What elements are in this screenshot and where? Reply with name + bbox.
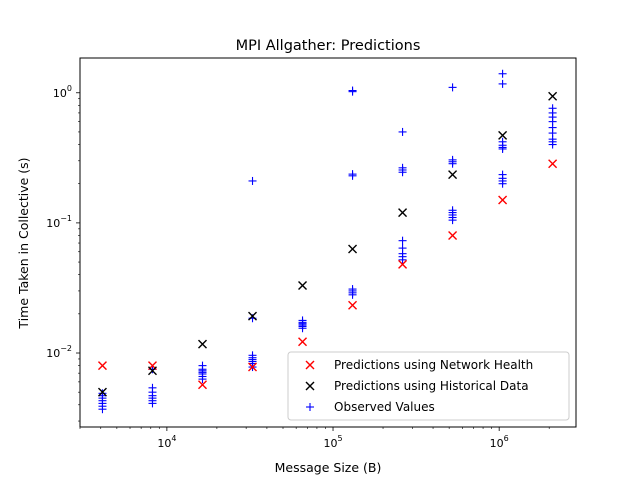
data-point [498,79,507,88]
marker-stroke [548,159,558,169]
data-point [198,361,207,370]
data-point [298,316,307,325]
data-point [348,285,357,294]
data-point [548,104,557,113]
series-1 [97,91,558,397]
data-marks [97,69,558,414]
marker-stroke [548,91,558,101]
x-tick-label: 104 [157,434,176,450]
data-point [348,86,357,95]
marker-stroke [448,170,458,180]
data-point [348,300,358,310]
x-axis-label: Message Size (B) [275,460,382,475]
marker-stroke [248,362,258,372]
legend-box [287,351,570,421]
marker-stroke [498,195,508,205]
legend-label-0: Predictions using Network Health [334,358,533,372]
x-tick-label-base: 10 [490,437,504,450]
data-point [498,170,507,179]
data-point [548,91,558,101]
data-point [98,389,107,398]
marker-stroke [198,339,207,349]
data-point [248,311,258,321]
y-tick-label-base: 10 [46,217,60,230]
y-tick-label-exponent: −1 [60,214,72,223]
marker-stroke [97,387,107,397]
marker-stroke [298,281,308,291]
data-point [398,127,407,136]
marker-stroke [348,300,358,310]
data-point [398,236,407,245]
y-tick-label-base: 10 [53,87,67,100]
marker-stroke [198,380,207,390]
legend-label-1: Predictions using Historical Data [334,379,529,393]
marker-stroke [298,337,308,347]
series-0 [97,159,558,390]
data-point [148,383,157,392]
y-tick-label: 10−1 [46,214,72,230]
data-point [448,231,458,240]
data-point [548,159,558,169]
data-point [498,195,508,205]
chart-title: MPI Allgather: Predictions [236,38,421,54]
legend-label-2: Observed Values [334,400,435,414]
marker-stroke [348,244,358,254]
data-point [348,244,358,254]
marker-stroke [398,259,408,269]
y-tick-label-base: 10 [46,347,60,360]
marker-stroke [305,360,315,370]
plot-frame [79,57,577,428]
data-point [398,244,407,253]
legend-marker-1 [305,381,315,391]
marker-stroke [248,311,258,321]
x-tick-label: 106 [490,434,509,450]
data-point [198,339,207,349]
legend: Predictions using Network Health Predicti… [287,351,570,421]
marker-stroke [498,130,508,140]
marker-stroke [97,361,107,371]
data-point [248,362,258,372]
data-point [498,137,507,146]
data-point [248,351,257,360]
marker-stroke [448,231,458,240]
x-tick-label-base: 10 [323,437,337,450]
data-point [448,155,457,164]
data-point [448,206,457,215]
data-point [97,387,107,397]
data-point [448,170,458,180]
y-axis-label: Time Taken in Collective (s) [16,157,31,329]
marker-stroke [147,366,157,376]
data-point [348,170,357,179]
y-tick-label: 100 [53,84,72,100]
data-point [448,83,457,92]
y-tick-label-exponent: −2 [60,344,72,353]
data-point [198,380,207,390]
data-point [298,337,308,347]
data-point [248,176,257,185]
x-tick-label-exponent: 6 [504,434,509,443]
marker-stroke [398,208,408,218]
data-point [298,281,308,291]
x-tick-label: 105 [323,434,342,450]
legend-marker-2 [306,403,314,411]
data-point [97,361,107,371]
x-tick-label-exponent: 4 [171,434,176,443]
y-tick-label-exponent: 0 [67,84,72,93]
data-point [398,208,408,218]
data-point [498,130,508,140]
marker-stroke [305,381,315,391]
legend-marker-0 [305,360,315,370]
data-point [398,163,407,172]
y-tick-label: 10−2 [46,344,72,360]
data-point [498,69,507,78]
data-point [147,366,157,376]
x-tick-label-base: 10 [157,437,171,450]
x-tick-label-exponent: 5 [337,434,342,443]
data-point [398,259,408,269]
